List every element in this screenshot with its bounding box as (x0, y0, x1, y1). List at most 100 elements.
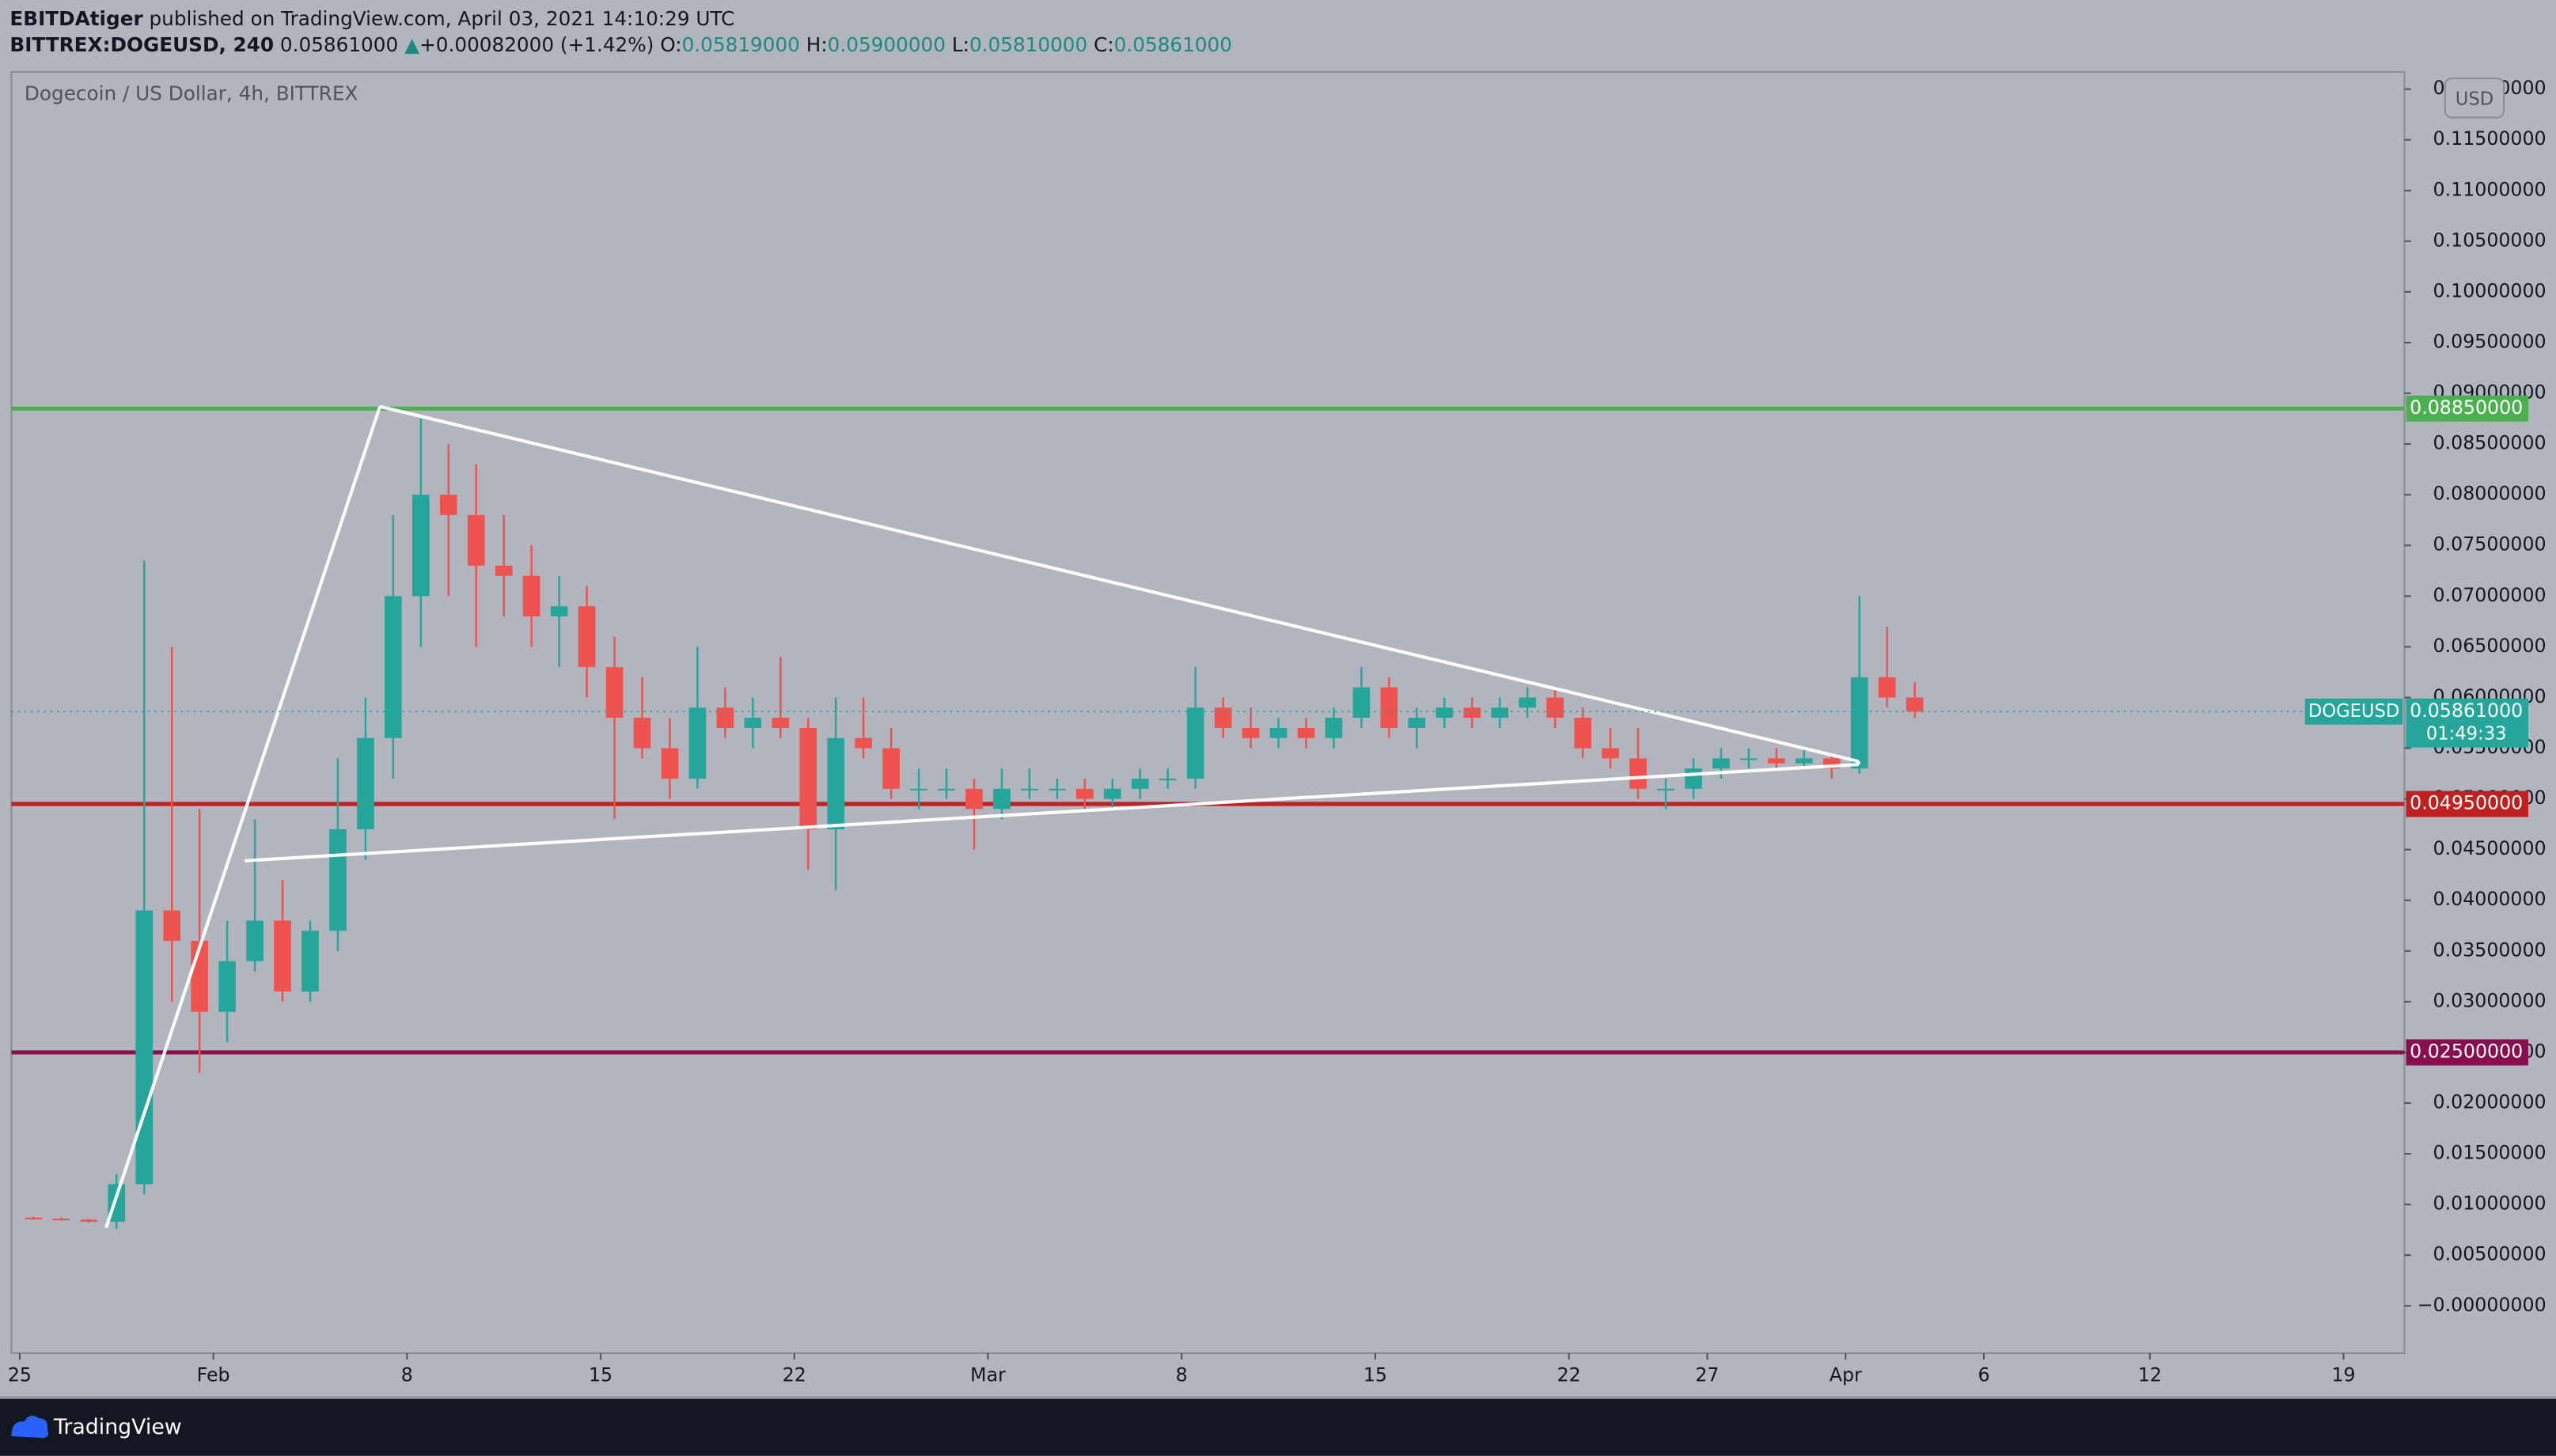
author: EBITDAtiger (9, 7, 143, 30)
candle-body (1049, 788, 1066, 791)
y-tick-label: −0.00000000 (2418, 1294, 2547, 1316)
candle-body (1740, 758, 1758, 760)
candle-body (1242, 727, 1260, 738)
x-tick-label: Apr (1830, 1363, 1862, 1386)
candle-body (1491, 707, 1509, 719)
x-tick-label: 27 (1695, 1363, 1719, 1386)
candle-body (1878, 677, 1896, 698)
candle-body (1546, 697, 1564, 719)
ohlc-key: C: (1094, 33, 1114, 56)
candle-body (25, 1217, 43, 1219)
candle-body (578, 606, 596, 668)
candle-body (1519, 697, 1537, 708)
y-tick-label: 0.11000000 (2433, 178, 2547, 200)
ohlc-value: 0.05861000 (1114, 33, 1232, 56)
x-tick-label: 22 (783, 1363, 806, 1386)
y-tick-label: 0.02000000 (2433, 1091, 2547, 1113)
candle-body (411, 495, 430, 597)
candle-body (218, 961, 236, 1012)
y-tick-label: 0.03000000 (2433, 989, 2547, 1011)
candle-body (52, 1219, 70, 1221)
candle-body (855, 737, 873, 749)
candle-body (1325, 718, 1343, 738)
candle-body (1103, 788, 1121, 799)
candle-body (1408, 718, 1426, 728)
y-tick-label: 0.06500000 (2433, 635, 2547, 657)
candle-body (80, 1219, 98, 1222)
candle-body (993, 788, 1011, 810)
candle-body (799, 727, 817, 830)
symbol: BITTREX:DOGEUSD, 240 (9, 33, 274, 56)
candle-body (1131, 778, 1149, 789)
candle-body (1297, 727, 1315, 738)
axes: −0.00000000 0.00500000 0.01000000 0.0150000… (8, 77, 2547, 1386)
candle-body (495, 565, 513, 576)
price-label: 0.05861000 (2410, 700, 2523, 722)
symbol-tag (2304, 698, 2403, 725)
candle-body (938, 788, 955, 791)
y-tick-label: 0.00500000 (2433, 1243, 2547, 1265)
trendline (104, 406, 382, 1229)
candle-body (1159, 778, 1177, 781)
ohlc-key: L: (952, 33, 969, 56)
level-tag (2406, 791, 2528, 817)
level-tag (2406, 395, 2528, 422)
candle-body (910, 788, 927, 791)
y-tick-label: 0.10000000 (2433, 279, 2547, 301)
level-tag (2406, 1039, 2528, 1066)
x-tick-label: Mar (970, 1363, 1006, 1386)
candle-body (1435, 707, 1454, 719)
candle-body (1629, 758, 1647, 789)
candle-body (1602, 748, 1619, 759)
candle-body (467, 514, 485, 566)
publish-line: EBITDAtiger published on TradingView.com… (9, 7, 734, 30)
candle-body (1463, 707, 1481, 719)
plot-frame (10, 70, 2406, 1355)
y-tick-label: 0.08500000 (2433, 432, 2547, 454)
candle-body (357, 737, 374, 830)
candle-body (1850, 677, 1868, 769)
y-tick-label: 0.08000000 (2433, 483, 2547, 505)
level-label: 0.02500000 (2410, 1040, 2523, 1062)
y-tick-label: 0.04000000 (2433, 888, 2547, 910)
candle-body (688, 707, 707, 779)
symbol-label: DOGEUSD (2308, 701, 2399, 722)
candle-body (385, 596, 402, 738)
candle-body (1214, 707, 1232, 728)
x-tick-label: 12 (2138, 1363, 2162, 1386)
x-tick-label: 25 (8, 1363, 32, 1386)
x-tick-label: 6 (1978, 1363, 1990, 1386)
countdown: 01:49:33 (2426, 724, 2507, 745)
candle-body (1657, 788, 1674, 791)
y-tick-label: 0.11500000 (2433, 127, 2547, 150)
candle-body (1380, 687, 1398, 728)
change: +0.00082000 (+1.42%) (419, 33, 654, 56)
level-label: 0.08850000 (2410, 396, 2523, 419)
candle-body (1574, 718, 1591, 749)
candle-body (274, 920, 291, 992)
candle-body (1186, 707, 1204, 779)
x-tick-label: 15 (1363, 1363, 1387, 1386)
candle-body (522, 575, 540, 616)
y-tick-label: 0.03500000 (2433, 938, 2547, 961)
x-tick-label: Feb (197, 1363, 230, 1386)
footer (0, 1398, 2556, 1456)
x-tick-label: 22 (1557, 1363, 1581, 1386)
trendline (379, 404, 1860, 764)
x-tick-label: 19 (2331, 1363, 2355, 1386)
candle-body (1795, 758, 1813, 764)
candle-body (827, 737, 845, 830)
candle-body (550, 606, 568, 616)
candle-body (1712, 758, 1730, 769)
published: published on TradingView.com, April 03, … (150, 7, 735, 30)
y-tick-label: 0.01000000 (2433, 1192, 2547, 1215)
chart-title: Dogecoin / US Dollar, 4h, BITTREX (25, 82, 358, 105)
currency-button[interactable] (2444, 78, 2505, 119)
candle-body (246, 920, 264, 961)
candle-body (1352, 687, 1371, 719)
x-tick-label: 8 (401, 1363, 413, 1386)
candle-body (661, 748, 679, 779)
candle-body (329, 829, 347, 931)
candle-body (716, 707, 734, 728)
